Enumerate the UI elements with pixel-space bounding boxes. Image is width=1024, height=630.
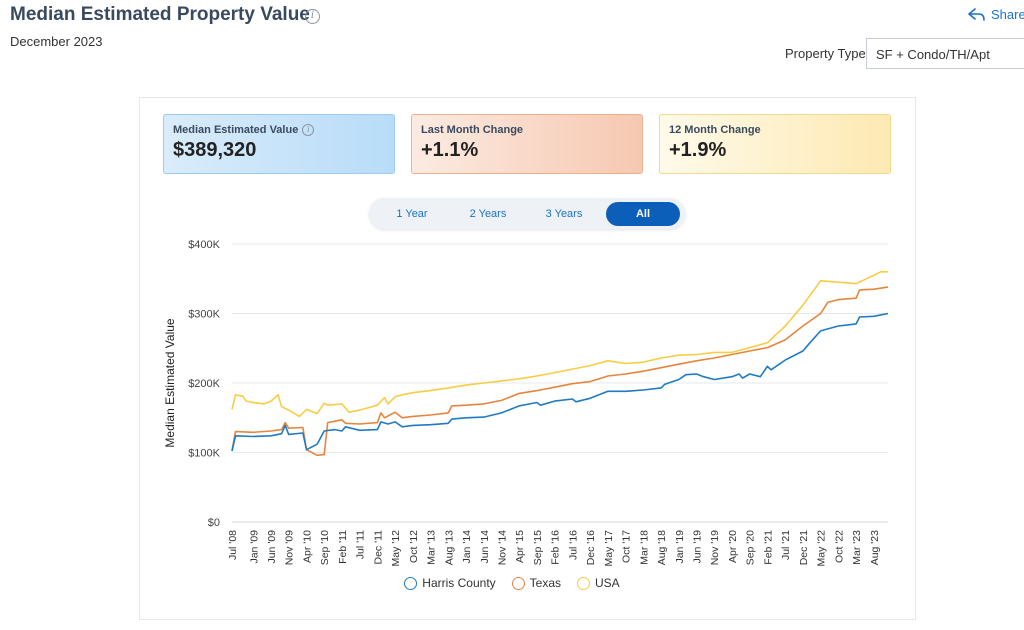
x-tick-label: Feb '11 (337, 530, 349, 564)
page-title: Median Estimated Property Value (10, 4, 310, 25)
range-button-3-years[interactable]: 3 Years (545, 208, 583, 220)
series-line-harris-county (231, 312, 889, 452)
x-tick-label: Jan '19 (674, 530, 686, 564)
x-tick-label: Sep '10 (319, 530, 331, 565)
y-tick-label: $300K (188, 309, 220, 321)
y-tick-label: $200K (188, 378, 220, 390)
range-button-2-years[interactable]: 2 Years (469, 208, 507, 220)
x-tick-label: May '17 (603, 530, 615, 567)
y-tick-label: $0 (208, 517, 220, 529)
x-tick-label: Jan '14 (461, 530, 473, 564)
x-tick-label: Apr '20 (727, 530, 739, 563)
y-axis-title: Median Estimated Value (163, 318, 177, 448)
y-tick-label: $100K (188, 448, 220, 460)
legend-item-usa[interactable]: USA (577, 576, 620, 590)
legend-label: Texas (529, 576, 562, 590)
legend-item-harris-county[interactable]: Harris County (404, 576, 496, 590)
x-tick-label: Jul '16 (567, 530, 579, 560)
twelve-month-change-label: 12 Month Change (669, 124, 761, 136)
time-range-selector: 1 Year 2 Years 3 Years All (369, 198, 685, 229)
x-tick-label: Sep '20 (745, 530, 757, 565)
x-tick-label: Dec '16 (585, 530, 597, 565)
line-chart: $0 $100K $200K $300K $400K Median Estimated V… (163, 239, 889, 567)
x-tick-label: Dec '11 (372, 530, 384, 565)
chart-panel (139, 97, 916, 620)
x-tick-label: Jul '11 (355, 530, 367, 559)
x-tick-label: Aug '18 (656, 530, 668, 565)
x-tick-label: Jun '09 (266, 530, 278, 564)
x-tick-label: Mar '13 (426, 530, 438, 565)
share-button[interactable]: Share (968, 7, 1024, 22)
last-month-change-card: Last Month Change +1.1% (411, 114, 643, 174)
property-type-label: Property Type (785, 46, 866, 61)
x-tick-label: May '12 (390, 530, 402, 567)
x-tick-label: Nov '19 (709, 530, 721, 565)
range-button-all[interactable]: All (606, 202, 680, 226)
x-tick-label: Aug '23 (869, 530, 881, 565)
x-tick-label: Mar '23 (851, 530, 863, 565)
x-tick-label: Aug '13 (443, 530, 455, 565)
median-value: $389,320 (173, 139, 257, 161)
page-subtitle: December 2023 (10, 34, 103, 49)
last-month-change-value: +1.1% (421, 139, 479, 161)
x-tick-label: Jul '08 (227, 530, 239, 560)
x-tick-label: Oct '17 (621, 530, 633, 563)
range-button-1-year[interactable]: 1 Year (396, 208, 428, 220)
share-icon (968, 7, 985, 21)
last-month-change-label: Last Month Change (421, 124, 524, 136)
x-tick-label: Feb '21 (762, 530, 774, 565)
x-tick-label: Sep '15 (532, 530, 544, 565)
x-tick-label: Oct '12 (408, 530, 420, 563)
twelve-month-change-value: +1.9% (669, 139, 727, 161)
card-label: Median Estimated Value i (173, 124, 385, 136)
y-tick-label: $400K (188, 239, 220, 251)
series-line-texas (231, 286, 889, 457)
series-line-usa (231, 271, 888, 418)
x-tick-label: Oct '22 (833, 530, 845, 563)
info-icon[interactable]: i (302, 124, 315, 136)
legend-label: Harris County (422, 576, 496, 590)
x-tick-label: Nov '14 (496, 530, 508, 565)
chart-legend: Harris County Texas USA (0, 576, 1024, 590)
median-value-label: Median Estimated Value (173, 124, 299, 136)
property-type-select[interactable]: SF + Condo/TH/Apt (866, 38, 1024, 69)
legend-label: USA (595, 576, 620, 590)
legend-item-texas[interactable]: Texas (511, 576, 562, 590)
x-tick-label: Nov '09 (284, 530, 296, 565)
legend-swatch-usa (577, 576, 591, 590)
x-tick-label: Feb '16 (550, 530, 562, 565)
x-tick-label: May '22 (816, 530, 828, 567)
x-tick-label: Apr '15 (514, 530, 526, 563)
legend-swatch-texas (511, 576, 525, 590)
share-label: Share (991, 7, 1024, 22)
x-tick-label: Jun '19 (692, 530, 704, 564)
x-tick-label: Mar '18 (638, 530, 650, 565)
x-tick-label: Jun '14 (479, 530, 491, 564)
median-value-card: Median Estimated Value i $389,320 (163, 114, 395, 174)
info-icon[interactable]: i (305, 9, 320, 24)
x-tick-label: Dec '21 (798, 530, 810, 565)
twelve-month-change-card: 12 Month Change +1.9% (659, 114, 891, 174)
x-tick-label: Apr '10 (301, 530, 313, 563)
legend-swatch-harris-county (404, 576, 418, 590)
x-tick-label: Jul '21 (780, 530, 792, 560)
x-tick-label: Jan '09 (248, 530, 260, 564)
